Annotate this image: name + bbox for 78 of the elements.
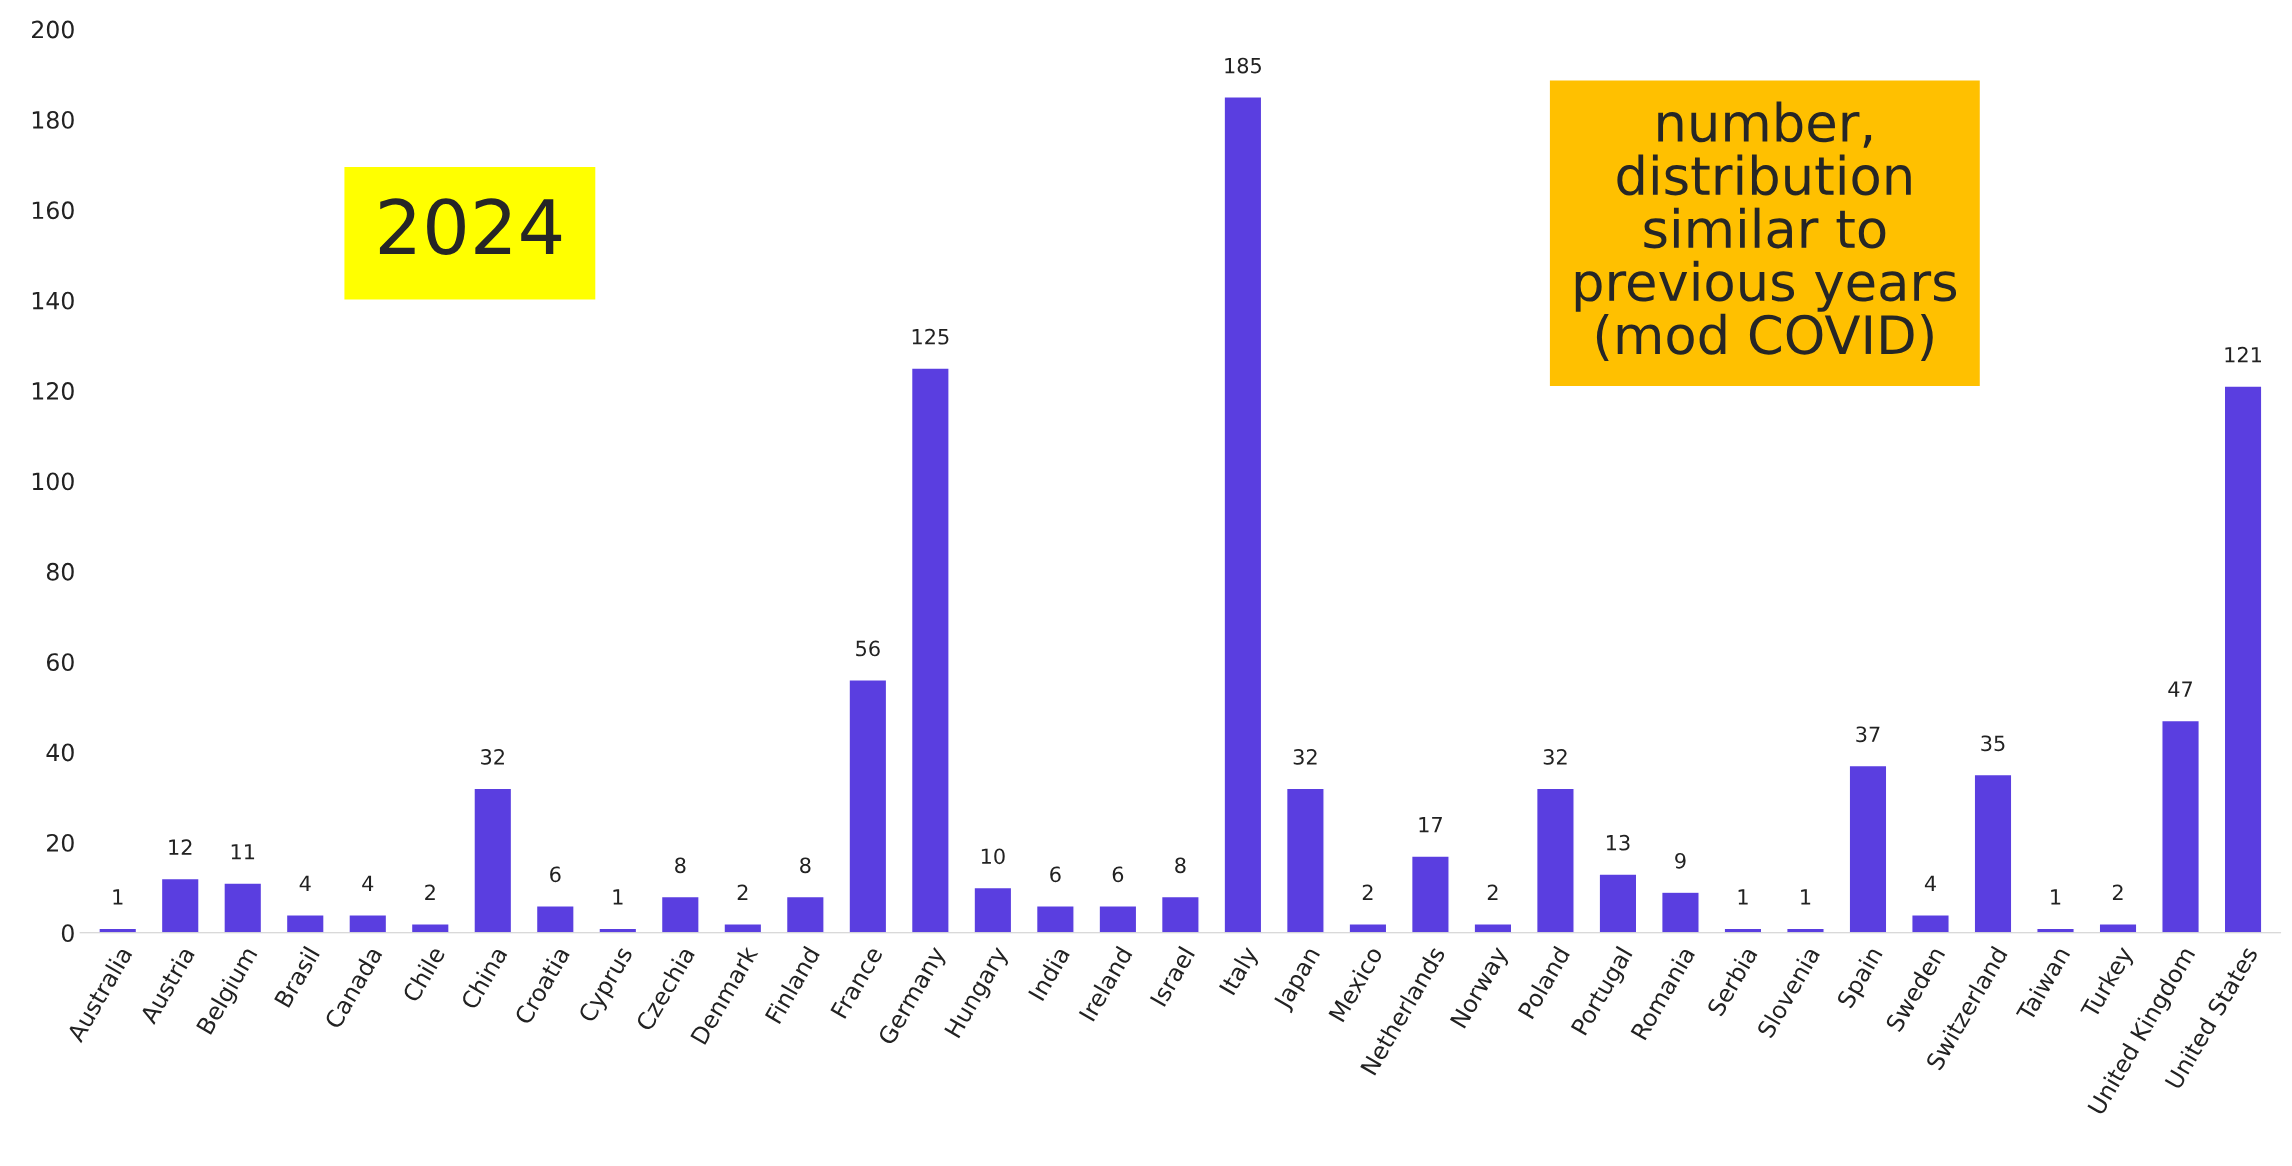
y-tick-label: 80 — [46, 562, 74, 581]
data-label: 12 — [169, 839, 192, 855]
data-label: 125 — [912, 328, 949, 345]
annotation: 2024 — [379, 198, 562, 255]
data-label: 1 — [1801, 889, 1811, 905]
bar — [1661, 891, 1700, 933]
bar — [723, 923, 763, 933]
bar — [1410, 855, 1450, 933]
data-label: 32 — [1293, 748, 1317, 765]
data-label: 13 — [1606, 834, 1630, 851]
data-label: 185 — [1225, 57, 1261, 74]
data-label: 2 — [425, 884, 435, 900]
bar — [1911, 914, 1950, 933]
data-label: 4 — [362, 875, 374, 891]
data-label: 6 — [550, 866, 561, 883]
bar — [285, 914, 325, 933]
data-label: 2 — [2112, 884, 2123, 900]
data-label: 1 — [613, 889, 623, 905]
bar — [2161, 719, 2200, 933]
data-label: 1 — [1738, 889, 1748, 905]
bar — [410, 923, 450, 933]
bar — [1348, 923, 1388, 933]
y-tick-label: 200 — [32, 20, 74, 39]
bar — [1848, 764, 1888, 933]
bar — [535, 904, 575, 933]
data-label: 9 — [1675, 852, 1686, 869]
bar — [2223, 385, 2263, 933]
data-label: 1 — [113, 889, 123, 905]
bar — [660, 895, 700, 933]
bar — [1285, 787, 1325, 933]
y-tick-label: 180 — [32, 110, 74, 129]
data-label: 32 — [1543, 748, 1567, 765]
annotation: number, distribution similar to previous years (mod COVID) — [1575, 101, 1957, 361]
data-label: 4 — [299, 875, 311, 891]
bar — [2098, 923, 2138, 933]
bar — [1598, 873, 1638, 933]
data-label: 4 — [1924, 875, 1936, 891]
bar — [348, 914, 388, 933]
bar — [160, 877, 200, 933]
data-label: 6 — [1112, 866, 1124, 883]
bar — [473, 787, 513, 933]
data-label: 8 — [1175, 857, 1186, 874]
data-label: 35 — [1981, 735, 2005, 752]
bar — [1535, 787, 1575, 933]
data-label: 17 — [1419, 817, 1442, 833]
y-tick-label: 120 — [32, 382, 74, 400]
data-label: 2 — [1487, 884, 1498, 900]
data-label: 11 — [231, 844, 255, 860]
data-label: 1 — [2051, 889, 2061, 905]
y-tick-label: 20 — [47, 833, 74, 852]
data-label: 56 — [856, 640, 880, 657]
bar — [910, 367, 950, 933]
bar — [1160, 895, 1200, 933]
bar — [223, 882, 263, 933]
bar — [1223, 96, 1263, 933]
data-label: 37 — [1856, 726, 1880, 743]
data-label: 32 — [481, 748, 504, 765]
bar — [973, 886, 1013, 933]
y-tick-label: 0 — [61, 924, 74, 943]
data-label: 6 — [1050, 866, 1061, 883]
data-label: 121 — [2225, 346, 2261, 363]
y-tick-label: 100 — [32, 472, 74, 491]
data-label: 10 — [981, 848, 1005, 865]
data-label: 8 — [800, 857, 811, 874]
y-tick-label: 160 — [32, 201, 74, 220]
bar — [848, 679, 888, 933]
y-tick-label: 60 — [46, 653, 74, 672]
data-label: 8 — [675, 857, 686, 874]
bar — [785, 895, 825, 933]
data-label: 47 — [2168, 681, 2192, 697]
bar — [1098, 904, 1138, 933]
bar — [1473, 923, 1513, 933]
y-tick-label: 40 — [46, 743, 74, 762]
data-label: 2 — [1362, 884, 1373, 900]
bar — [1973, 773, 2013, 933]
bar — [1035, 904, 1075, 933]
data-label: 2 — [737, 884, 748, 900]
y-tick-label: 140 — [32, 291, 74, 310]
